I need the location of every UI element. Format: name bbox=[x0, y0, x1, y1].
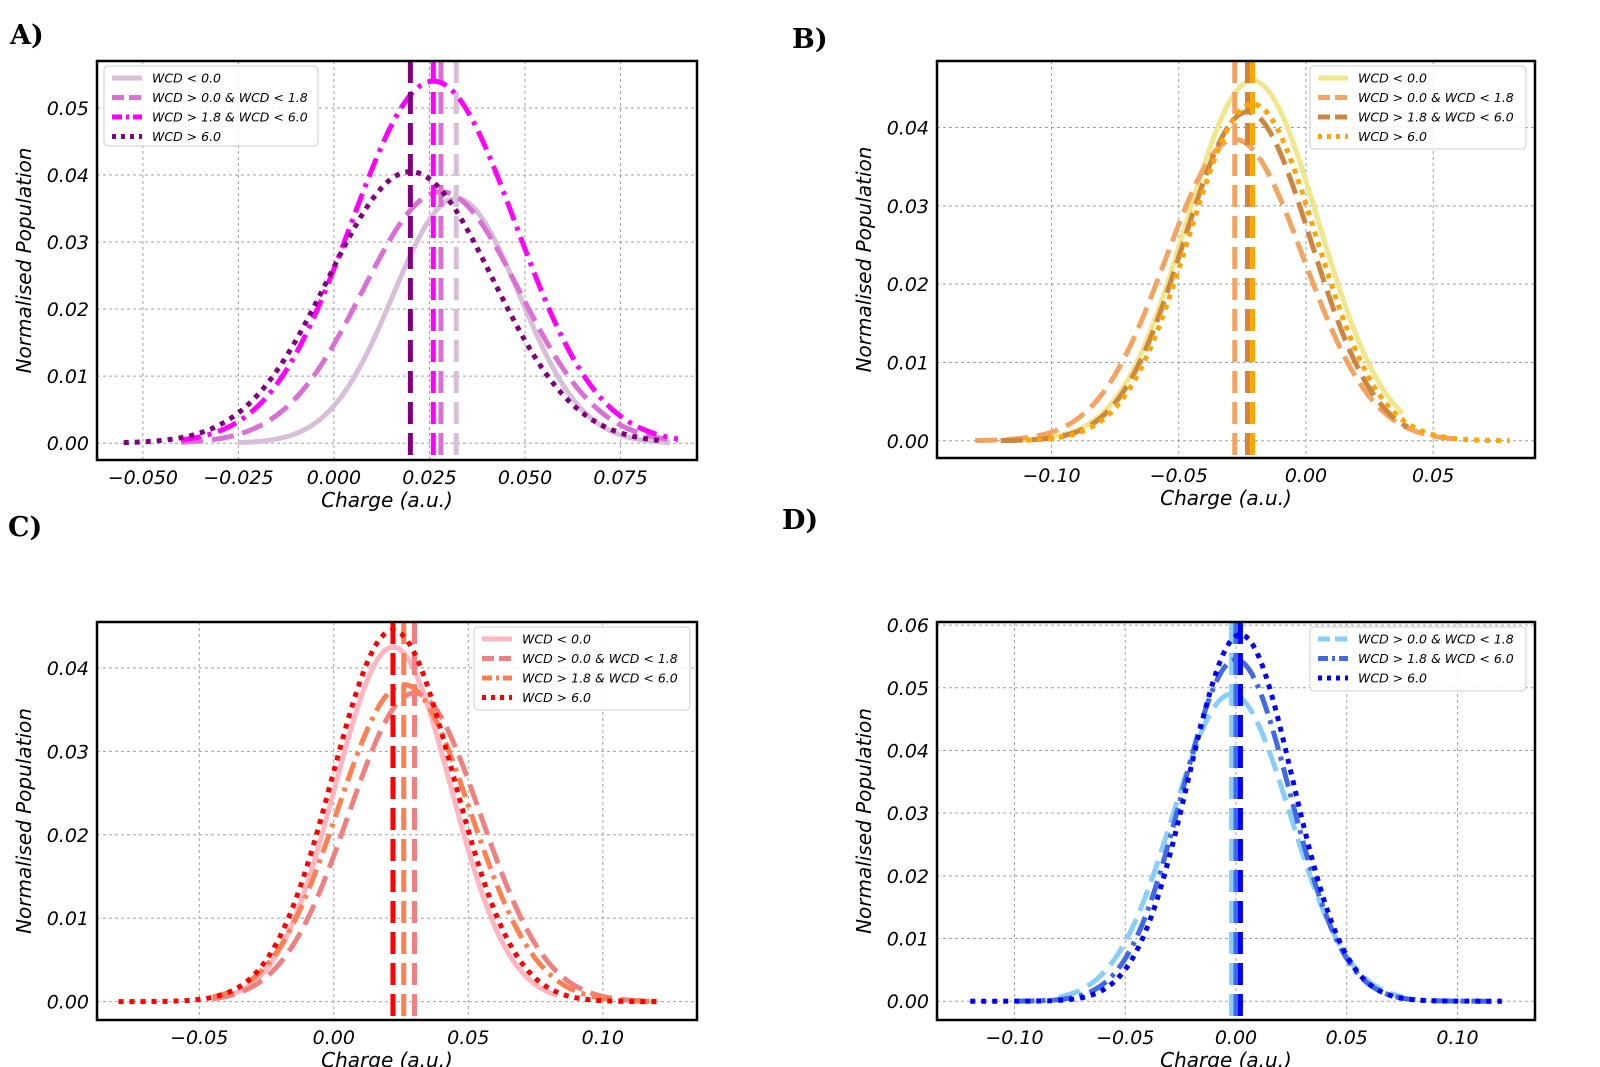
legend-label: WCD > 0.0 & WCD < 1.8 bbox=[1358, 632, 1514, 647]
y-tick-label: 0.04 bbox=[887, 740, 929, 762]
legend-b: WCD < 0.0 WCD > 0.0 & WCD < 1.8 WCD > 1.8 … bbox=[1309, 65, 1527, 150]
x-axis-label: Charge (a.u.) bbox=[321, 488, 453, 512]
series-curve-c-2 bbox=[212, 682, 657, 1004]
series-curve-a-3 bbox=[123, 169, 660, 446]
y-tick-label: 0.01 bbox=[887, 929, 929, 951]
x-tick-label: −0.05 bbox=[1150, 465, 1208, 487]
x-axis-label: Charge (a.u.) bbox=[1160, 1048, 1292, 1067]
y-axis-label: Normalised Population bbox=[12, 708, 36, 934]
axes-frame-b bbox=[935, 59, 1537, 460]
axes-frame-c bbox=[95, 620, 699, 1022]
legend-label: WCD > 0.0 & WCD < 1.8 bbox=[522, 651, 678, 666]
y-tick-label: 0.03 bbox=[47, 741, 89, 763]
legend-label: WCD > 1.8 & WCD < 6.0 bbox=[152, 110, 308, 125]
x-axis-label: Charge (a.u.) bbox=[1160, 486, 1292, 510]
legend-box bbox=[1309, 626, 1527, 692]
y-tick-label: 0.01 bbox=[47, 908, 89, 930]
y-tick-label: 0.03 bbox=[887, 196, 929, 218]
legend-label: WCD < 0.0 bbox=[522, 632, 591, 647]
panel-label-d: D) bbox=[782, 505, 819, 536]
panel-label-a: A) bbox=[10, 20, 44, 51]
y-tick-label: 0.04 bbox=[47, 165, 89, 187]
y-tick-label: 0.00 bbox=[887, 991, 929, 1013]
x-tick-label: 0.10 bbox=[1436, 1027, 1478, 1049]
x-tick-label: −0.05 bbox=[1096, 1027, 1154, 1049]
legend-d: WCD > 0.0 & WCD < 1.8 WCD > 1.8 & WCD < 6… bbox=[1309, 626, 1527, 692]
x-tick-label: 0.05 bbox=[447, 1027, 489, 1049]
x-tick-label: 0.05 bbox=[1326, 1027, 1368, 1049]
legend-label: WCD > 1.8 & WCD < 6.0 bbox=[1358, 651, 1514, 666]
legend-box bbox=[1309, 65, 1527, 150]
y-tick-label: 0.00 bbox=[47, 992, 89, 1014]
x-tick-label: 0.05 bbox=[1412, 465, 1454, 487]
series-curve-c-3 bbox=[118, 627, 657, 1005]
series-curve-b-2 bbox=[1000, 109, 1409, 444]
x-tick-label: 0.00 bbox=[313, 1027, 355, 1049]
legend-label: WCD > 6.0 bbox=[1358, 129, 1427, 144]
series-curve-d-1 bbox=[1014, 657, 1502, 1004]
x-axis-label: Charge (a.u.) bbox=[321, 1048, 453, 1067]
x-tick-label: 0.10 bbox=[582, 1027, 624, 1049]
x-tick-label: 0.00 bbox=[1285, 465, 1327, 487]
legend-box bbox=[473, 626, 691, 711]
legend-label: WCD < 0.0 bbox=[152, 71, 221, 86]
legend-label: WCD > 1.8 & WCD < 6.0 bbox=[1358, 110, 1514, 125]
legend-box bbox=[103, 65, 319, 147]
series-curve-a-2 bbox=[180, 78, 679, 443]
x-tick-label: 0.050 bbox=[498, 467, 552, 489]
series-curve-a-1 bbox=[180, 189, 679, 445]
y-tick-label: 0.06 bbox=[887, 615, 929, 637]
legend-label: WCD > 1.8 & WCD < 6.0 bbox=[522, 671, 678, 686]
y-tick-label: 0.04 bbox=[887, 118, 929, 140]
axes-frame-a bbox=[95, 59, 699, 462]
x-tick-label: −0.05 bbox=[170, 1027, 228, 1049]
x-tick-label: 0.075 bbox=[593, 467, 647, 489]
series-curve-b-1 bbox=[975, 136, 1454, 444]
y-axis-label: Normalised Population bbox=[852, 708, 876, 934]
y-tick-label: 0.05 bbox=[887, 678, 929, 700]
y-tick-label: 0.02 bbox=[47, 825, 89, 847]
y-tick-label: 0.00 bbox=[47, 433, 89, 455]
series-curve-d-2 bbox=[970, 632, 1502, 1004]
y-tick-label: 0.05 bbox=[47, 98, 89, 120]
y-axis-label: Normalised Population bbox=[852, 147, 876, 373]
chart-panel-b: −0.10 −0.05 0.00 0.05 0.00 0.01 0.02 0.03 0.04 Ch… bbox=[852, 59, 1537, 510]
y-tick-label: 0.01 bbox=[47, 366, 89, 388]
x-tick-label: −0.10 bbox=[985, 1027, 1043, 1049]
chart-panel-a: −0.050 −0.025 0.000 0.025 0.050 0.075 0.00 0.01… bbox=[12, 59, 699, 512]
x-tick-label: 0.025 bbox=[402, 467, 456, 489]
y-tick-label: 0.02 bbox=[887, 274, 929, 296]
y-tick-label: 0.02 bbox=[47, 299, 89, 321]
x-tick-label: −0.025 bbox=[203, 467, 273, 489]
y-tick-label: 0.03 bbox=[47, 232, 89, 254]
y-tick-label: 0.01 bbox=[887, 352, 929, 374]
x-tick-label: 0.00 bbox=[1215, 1027, 1257, 1049]
legend-label: WCD > 6.0 bbox=[152, 129, 221, 144]
legend-a: WCD < 0.0 WCD > 0.0 & WCD < 1.8 WCD > 1.8 … bbox=[103, 65, 319, 147]
axes-frame-d bbox=[935, 620, 1537, 1022]
legend-label: WCD > 0.0 & WCD < 1.8 bbox=[1358, 90, 1514, 105]
panel-label-b: B) bbox=[792, 24, 828, 55]
x-tick-label: −0.050 bbox=[108, 467, 178, 489]
legend-label: WCD > 0.0 & WCD < 1.8 bbox=[152, 90, 308, 105]
chart-panel-c: −0.05 0.00 0.05 0.10 0.00 0.01 0.02 0.03 0.04 Cha… bbox=[12, 620, 699, 1067]
x-tick-label: −0.10 bbox=[1022, 465, 1080, 487]
y-tick-label: 0.02 bbox=[887, 866, 929, 888]
legend-label: WCD < 0.0 bbox=[1358, 71, 1427, 86]
y-tick-label: 0.03 bbox=[887, 803, 929, 825]
series-curve-b-3 bbox=[1025, 101, 1510, 444]
legend-label: WCD > 6.0 bbox=[1358, 671, 1427, 686]
legend-label: WCD > 6.0 bbox=[522, 690, 591, 705]
panel-label-c: C) bbox=[8, 512, 43, 543]
x-tick-label: 0.000 bbox=[307, 467, 361, 489]
legend-c: WCD < 0.0 WCD > 0.0 & WCD < 1.8 WCD > 1.8 … bbox=[473, 626, 691, 711]
y-axis-label: Normalised Population bbox=[12, 148, 36, 374]
y-tick-label: 0.04 bbox=[47, 658, 89, 680]
chart-panel-d: −0.10 −0.05 0.00 0.05 0.10 0.00 0.01 0.02 0.03 0.… bbox=[852, 615, 1537, 1067]
y-tick-label: 0.00 bbox=[887, 431, 929, 453]
